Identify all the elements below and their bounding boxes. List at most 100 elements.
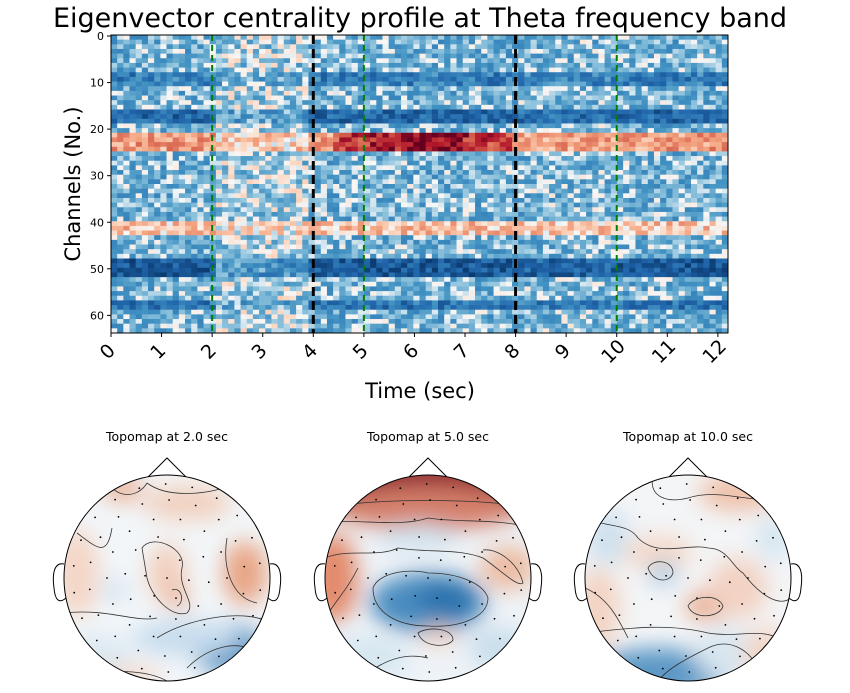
heatmap-cell xyxy=(382,86,390,92)
heatmap-cell xyxy=(234,114,242,120)
heatmap-cell xyxy=(709,128,717,134)
heatmap-cell xyxy=(413,95,421,101)
heatmap-cell xyxy=(166,165,174,171)
heatmap-cell xyxy=(111,104,118,111)
heatmap-cell xyxy=(530,239,538,246)
heatmap-cell xyxy=(333,151,340,157)
heatmap-cell xyxy=(234,207,242,213)
heatmap-cell xyxy=(715,67,723,73)
heatmap-cell xyxy=(468,114,476,120)
heatmap-cell xyxy=(314,235,322,241)
heatmap-cell xyxy=(141,179,149,185)
heatmap-cell xyxy=(154,202,161,208)
heatmap-cell xyxy=(172,44,180,50)
heatmap-cell xyxy=(222,174,229,180)
heatmap-cell xyxy=(703,244,711,250)
heatmap-cell xyxy=(333,95,340,101)
heatmap-cell xyxy=(610,95,618,101)
heatmap-cell xyxy=(203,90,211,97)
heatmap-cell xyxy=(191,53,198,59)
heatmap-cell xyxy=(493,128,501,134)
heatmap-cell xyxy=(135,76,143,83)
heatmap-cell xyxy=(339,44,347,50)
heatmap-cell xyxy=(160,53,168,59)
heatmap-cell xyxy=(203,76,211,83)
heatmap-cell xyxy=(123,86,131,92)
heatmap-cell xyxy=(444,216,451,222)
heatmap-cell xyxy=(160,48,168,55)
heatmap-cell xyxy=(363,123,371,129)
heatmap-cell xyxy=(431,137,439,143)
heatmap-cell xyxy=(431,114,439,120)
heatmap-cell xyxy=(135,100,143,106)
heatmap-cell xyxy=(234,225,242,232)
heatmap-cell xyxy=(592,35,600,41)
heatmap-cell xyxy=(135,90,143,97)
heatmap-cell xyxy=(345,67,353,73)
heatmap-cell xyxy=(234,67,242,73)
heatmap-cell xyxy=(271,221,279,227)
heatmap-cell xyxy=(690,230,698,236)
heatmap-cell xyxy=(598,53,606,59)
heatmap-cell xyxy=(111,179,118,185)
heatmap-cell xyxy=(419,35,427,41)
heatmap-cell xyxy=(475,193,482,199)
heatmap-cell xyxy=(493,90,501,97)
heatmap-cell xyxy=(660,193,667,199)
heatmap-cell xyxy=(493,202,501,208)
heatmap-cell xyxy=(518,211,525,218)
heatmap-cell xyxy=(117,128,124,134)
heatmap-cell xyxy=(154,239,161,246)
heatmap-cell xyxy=(246,207,254,213)
heatmap-cell xyxy=(660,184,667,190)
heatmap-cell xyxy=(684,263,692,269)
heatmap-cell xyxy=(629,44,637,50)
heatmap-cell xyxy=(203,142,211,148)
heatmap-cell xyxy=(672,72,680,78)
heatmap-cell xyxy=(160,184,168,190)
heatmap-cell xyxy=(666,221,674,227)
heatmap-cell xyxy=(653,58,661,64)
heatmap-cell xyxy=(450,225,458,232)
heatmap-cell xyxy=(660,62,667,69)
heatmap-cell xyxy=(357,39,365,45)
heatmap-cell xyxy=(363,100,371,106)
heatmap-cell xyxy=(616,58,624,64)
heatmap-cell xyxy=(647,216,655,222)
heatmap-cell xyxy=(222,53,229,59)
heatmap-cell xyxy=(444,160,451,166)
heatmap-cell xyxy=(684,123,692,129)
heatmap-cell xyxy=(407,244,414,250)
heatmap-cell xyxy=(567,197,575,204)
heatmap-cell xyxy=(123,62,131,69)
heatmap-cell xyxy=(148,174,155,180)
heatmap-cell xyxy=(505,188,513,194)
heatmap-cell xyxy=(265,197,273,204)
heatmap-cell xyxy=(394,235,402,241)
heatmap-cell xyxy=(499,165,507,171)
heatmap-cell xyxy=(709,142,717,148)
heatmap-cell xyxy=(703,62,711,69)
heatmap-cell xyxy=(117,118,124,125)
heatmap-cell xyxy=(296,72,303,78)
heatmap-cell xyxy=(363,62,371,69)
heatmap-cell xyxy=(277,170,285,176)
heatmap-cell xyxy=(431,230,439,236)
heatmap-cell xyxy=(690,104,698,111)
heatmap-cell xyxy=(246,35,254,41)
heatmap-cell xyxy=(530,225,538,232)
chart-title: Eigenvector centrality profile at Theta … xyxy=(53,3,787,34)
heatmap-cell xyxy=(623,114,630,120)
heatmap-cell xyxy=(148,258,155,264)
heatmap-cell xyxy=(579,221,587,227)
heatmap-cell xyxy=(357,211,365,218)
heatmap-cell xyxy=(148,62,155,69)
heatmap-cell xyxy=(345,197,353,204)
heatmap-cell xyxy=(678,197,686,204)
heatmap-cell xyxy=(468,132,476,139)
heatmap-cell xyxy=(505,72,513,78)
heatmap-cell xyxy=(721,100,728,106)
heatmap-cell xyxy=(240,104,248,111)
heatmap-cell xyxy=(684,44,692,50)
heatmap-cell xyxy=(197,263,205,269)
